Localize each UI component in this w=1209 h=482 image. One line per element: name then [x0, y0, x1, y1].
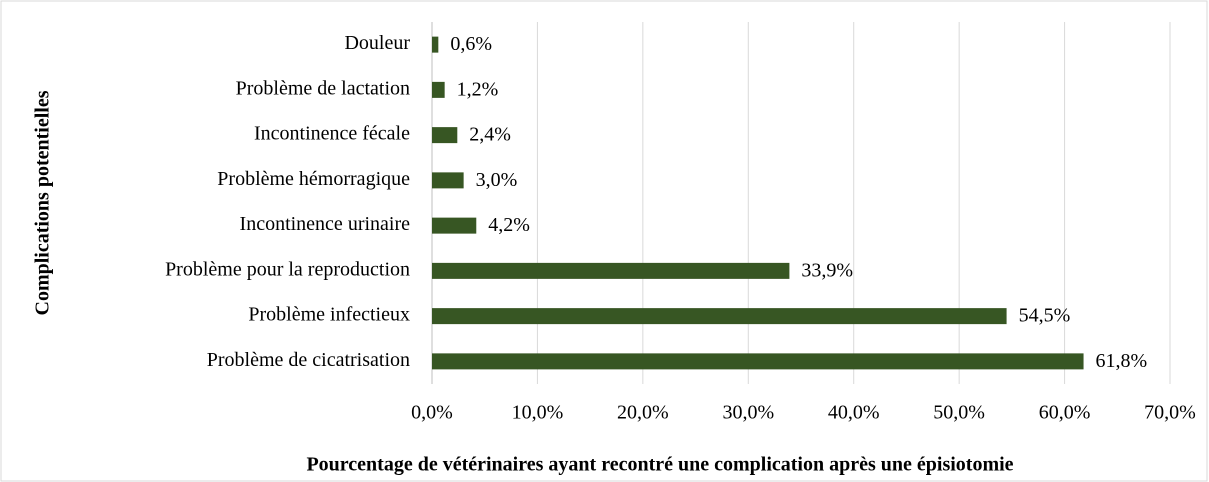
y-tick-label: Problème infectieux: [248, 304, 410, 326]
y-tick-label: Problème pour la reproduction: [165, 258, 410, 280]
data-label: 54,5%: [1019, 305, 1071, 327]
x-tick-label: 20,0%: [617, 402, 669, 424]
bar: [432, 217, 477, 234]
data-label: 3,0%: [476, 169, 518, 191]
x-tick-label: 50,0%: [933, 402, 985, 424]
bar: [432, 172, 464, 189]
y-tick-label: Problème de lactation: [236, 77, 410, 99]
y-tick-label: Problème de cicatrisation: [207, 349, 410, 371]
y-axis-title: Complications potentielles: [32, 90, 54, 315]
bar: [432, 81, 445, 98]
bar: [432, 262, 790, 279]
y-tick-label: Problème hémorragique: [217, 168, 410, 190]
x-tick-label: 60,0%: [1039, 402, 1091, 424]
x-tick-label: 10,0%: [512, 402, 564, 424]
y-tick-label: Incontinence urinaire: [240, 213, 411, 235]
y-tick-label: Incontinence fécale: [254, 123, 410, 145]
data-label: 61,8%: [1096, 350, 1148, 372]
data-label: 33,9%: [801, 259, 853, 281]
data-label: 1,2%: [457, 78, 499, 100]
bar: [432, 127, 458, 144]
data-label: 0,6%: [450, 33, 492, 55]
x-tick-label: 70,0%: [1144, 402, 1196, 424]
x-axis-title: Pourcentage de vétérinaires ayant recont…: [306, 454, 1013, 476]
y-tick-label: Douleur: [344, 32, 410, 54]
x-tick-label: 0,0%: [411, 402, 453, 424]
data-label: 2,4%: [469, 124, 511, 146]
data-label: 4,2%: [488, 214, 530, 236]
x-tick-label: 30,0%: [722, 402, 774, 424]
x-tick-label: 40,0%: [828, 402, 880, 424]
bar: [432, 308, 1007, 325]
bar: [432, 353, 1084, 370]
bar: [432, 36, 439, 53]
